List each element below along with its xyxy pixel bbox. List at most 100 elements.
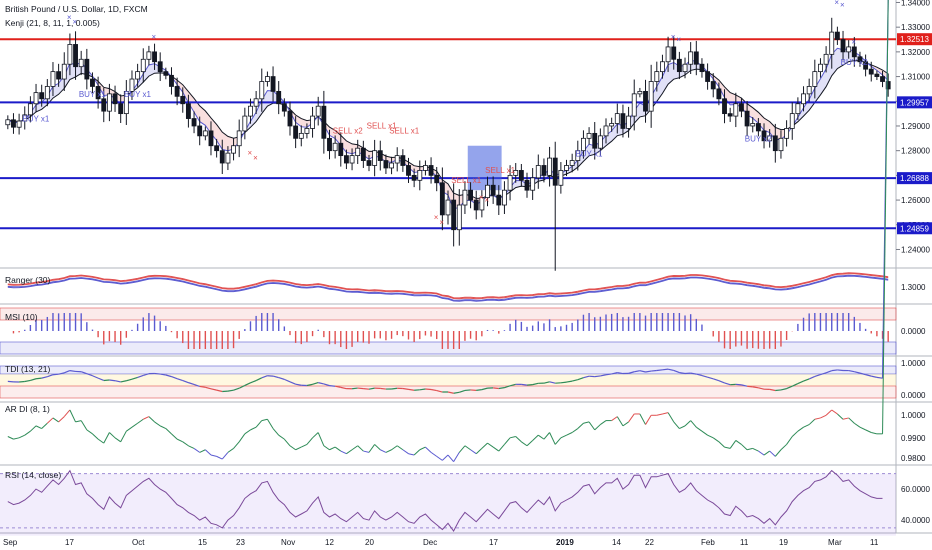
ardi-line-segment (854, 422, 861, 428)
tdi-line-segment (312, 382, 319, 385)
ardi-line-segment (882, 0, 889, 434)
candle-body (767, 135, 773, 142)
ardi-line-segment (763, 450, 770, 456)
swing-marker: × (851, 37, 856, 46)
ardi-line-segment (204, 449, 212, 456)
tdi-line-segment (521, 383, 528, 386)
rsi-band (0, 473, 896, 536)
tdi-lower-zone (0, 385, 897, 399)
ardi-line-segment (97, 438, 105, 444)
ardi-line-segment (199, 449, 206, 453)
tdi-line-segment (791, 383, 799, 387)
tdi-line-segment (808, 375, 816, 380)
signal-label: BUY x1 (575, 149, 603, 158)
candle-body (214, 145, 220, 152)
ardi-line-segment (667, 412, 675, 423)
swing-marker: × (439, 218, 444, 227)
tdi-line-segment (820, 372, 827, 376)
tdi-line-segment (52, 373, 59, 376)
tdi-line-segment (752, 386, 759, 389)
signal-label: SELL x1 (389, 127, 419, 136)
candle-body (665, 46, 671, 63)
ardi-line-segment (261, 418, 268, 422)
ardi-line-segment (165, 428, 172, 435)
candle-body (564, 165, 569, 171)
kenji-cloud-segment (148, 63, 155, 77)
tdi-line-segment (363, 388, 370, 390)
candle-body (829, 31, 835, 55)
ardi-line-segment (244, 429, 251, 435)
x-tick-label: 22 (645, 538, 654, 547)
tdi-line-segment (137, 374, 144, 378)
ardi-line-segment (814, 417, 821, 420)
ardi-line-segment (109, 432, 116, 439)
candle-body (716, 88, 722, 100)
tdi-line-segment (205, 386, 212, 390)
ardi-line-segment (616, 416, 624, 427)
ranger-lower-band (7, 274, 889, 301)
tdi-line-segment (566, 380, 573, 383)
tdi-line-segment (577, 377, 584, 381)
rsi-pane-label: RSI (14, close) (5, 470, 61, 480)
kenji-cloud-segment (566, 166, 573, 175)
ardi-line-segment (329, 446, 336, 451)
tdi-line-segment (707, 376, 714, 380)
candle-body (208, 130, 214, 147)
ranger-lower-band (7, 275, 889, 302)
ardi-line-segment (363, 450, 370, 453)
tdi-line-segment (340, 386, 347, 390)
x-tick-label: 15 (198, 538, 207, 547)
candle-body (180, 95, 186, 105)
ardi-line-segment (137, 418, 144, 424)
candle-body (778, 137, 784, 152)
candle-body (327, 137, 332, 152)
tdi-line-segment (402, 387, 409, 390)
candle-body (287, 110, 293, 127)
ardi-line-segment (210, 454, 217, 457)
tdi-line-segment (634, 370, 640, 373)
candle-body (95, 86, 101, 100)
candle-body (152, 51, 157, 63)
candle-body (592, 132, 598, 149)
ardi-line-segment (35, 425, 42, 429)
candle-body (321, 105, 327, 139)
kenji-cloud-segment (764, 118, 770, 133)
tdi-line-segment (47, 374, 54, 378)
tdi-line-segment (831, 369, 838, 372)
candle-body (710, 81, 716, 90)
candle-body (73, 44, 78, 68)
price-level-label: 1.26888 (900, 174, 929, 183)
candle-body (705, 71, 711, 82)
ardi-line-segment (24, 430, 31, 436)
tdi-line-segment (64, 370, 71, 374)
ardi-line-segment (13, 437, 20, 440)
kenji-cloud-segment (577, 151, 584, 168)
ardi-line-segment (52, 417, 59, 423)
ardi-axis-label: 0.9900 (901, 434, 926, 443)
ardi-line-segment (171, 433, 178, 440)
tdi-line-segment (696, 373, 703, 377)
tdi-line-segment (380, 387, 386, 390)
x-tick-label: 11 (870, 538, 879, 547)
candle-body (535, 165, 541, 179)
candle-body (626, 115, 632, 129)
swing-marker: × (152, 33, 157, 42)
ardi-line-segment (712, 437, 720, 443)
tdi-line-segment (216, 389, 223, 393)
tdi-line-segment (80, 371, 88, 375)
swing-marker: × (479, 193, 484, 202)
candle-body (722, 98, 727, 115)
ardi-line-segment (396, 445, 404, 451)
kenji-cloud-segment (222, 132, 228, 151)
candle-body (360, 147, 366, 161)
candle-body (236, 130, 242, 147)
tdi-pane-label: TDI (13, 21) (5, 364, 51, 374)
ardi-line-segment (707, 434, 714, 439)
candle-body (834, 31, 840, 40)
tdi-line-segment (41, 376, 48, 379)
swing-marker: × (676, 35, 681, 44)
kenji-cloud-segment (876, 67, 883, 75)
ranger-upper-band (7, 273, 889, 300)
